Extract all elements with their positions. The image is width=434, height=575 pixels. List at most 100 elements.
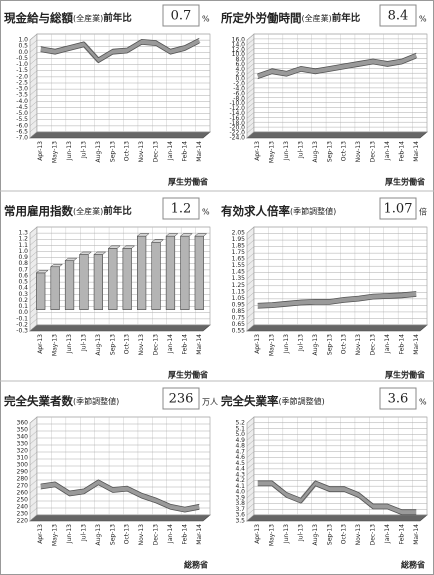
bar-top: [78, 251, 92, 255]
line-edge: [257, 57, 417, 80]
x-tick-label: Apr-13: [37, 524, 44, 544]
grid-line: [29, 479, 210, 487]
grid-line: [246, 246, 427, 253]
side-wall: [246, 226, 255, 332]
grid-line: [246, 121, 427, 129]
unit: 万人: [202, 398, 218, 407]
line-edge: [40, 42, 200, 64]
y-tick-label: 0.0: [18, 309, 28, 316]
x-tick-label: Jul-13: [80, 141, 87, 159]
grid-line: [246, 422, 427, 429]
y-tick-label: 290: [17, 469, 29, 476]
x-tick-label: Jul-13: [80, 524, 87, 542]
grid-line: [246, 252, 427, 260]
bar-top: [165, 233, 179, 237]
x-tick-label: Jan-14: [384, 524, 391, 544]
grid-line: [29, 226, 210, 234]
source: 厚生労働省: [385, 370, 425, 380]
title-suffix: 前年比: [103, 205, 132, 217]
grid-line: [29, 444, 210, 452]
grid-line: [246, 92, 427, 99]
line-ribbon: [40, 38, 201, 63]
grid-line: [246, 97, 427, 104]
x-tick-label: Oct-13: [124, 141, 131, 161]
grid-line: [29, 95, 210, 102]
grid-line: [246, 68, 427, 75]
grid-line: [246, 468, 427, 476]
value-box: [379, 197, 417, 220]
y-tick-label: -2.5: [16, 79, 28, 86]
chart-title: 完全失業者数(季節調整値): [4, 394, 119, 408]
y-tick-label: 260: [17, 490, 29, 497]
y-tick-label: -2.0: [16, 73, 28, 80]
y-tick-label: -16.0: [229, 115, 245, 122]
bar-top: [93, 251, 107, 255]
grid-line: [29, 88, 210, 96]
bar: [36, 272, 46, 310]
y-tick-label: 10.0: [232, 51, 246, 58]
x-tick-label: Sep-13: [109, 334, 116, 355]
chart-title: 有効求人倍率(季節調整値): [221, 204, 336, 218]
bar-top: [50, 264, 64, 267]
y-tick-label: 270: [17, 483, 29, 490]
y-tick-label: -4.5: [16, 104, 28, 111]
y-tick-label: 220: [17, 518, 29, 525]
grid-line: [246, 126, 427, 134]
x-tick-label: May-13: [52, 334, 59, 356]
grid-line: [246, 508, 427, 516]
y-tick-label: 330: [17, 441, 29, 448]
grid-line: [246, 226, 427, 234]
bar-top: [151, 239, 165, 243]
y-tick-label: 0.3: [18, 291, 28, 298]
grid-line: [246, 428, 427, 435]
floor: [29, 324, 211, 332]
value-box: [379, 4, 417, 27]
y-tick-label: 0.55: [232, 328, 246, 335]
unit: %: [419, 398, 427, 407]
chart-title: 所定外労働時間(全産業)前年比: [221, 11, 361, 25]
x-tick-label: Mar-14: [413, 334, 420, 355]
x-tick-label: Jun-13: [283, 141, 290, 161]
x-tick-label: Aug-13: [312, 141, 319, 163]
grid-line: [29, 486, 210, 494]
y-tick-label: 3.7: [235, 506, 245, 513]
grid-line: [246, 33, 427, 41]
source: 厚生労働省: [385, 177, 425, 187]
grid-line: [29, 119, 210, 126]
line-edge: [40, 37, 200, 59]
y-tick-label: 3.5: [235, 518, 245, 525]
y-tick-label: 1.2: [18, 236, 28, 243]
y-tick-label: 4.5: [235, 460, 245, 467]
grid-line: [29, 416, 210, 424]
grid-line: [246, 131, 427, 139]
y-tick-label: -10.0: [229, 100, 245, 107]
title-note: (全産業): [73, 13, 103, 23]
x-tick-label: Oct-13: [341, 334, 348, 354]
y-tick-label: 0.7: [18, 266, 28, 273]
title-note: (季節調整値): [73, 396, 119, 406]
grid-line: [29, 64, 210, 71]
x-tick-label: Apr-13: [254, 524, 261, 544]
y-tick-label: 5.1: [235, 425, 245, 432]
bar-top: [122, 245, 136, 249]
grid-line: [29, 430, 210, 438]
y-tick-label: 1.05: [232, 295, 246, 302]
y-tick-label: 0.9: [18, 254, 28, 261]
grid-line: [29, 451, 210, 459]
y-tick-label: 310: [17, 455, 29, 462]
line-edge: [257, 291, 417, 304]
y-tick-label: 0.8: [18, 260, 28, 267]
x-tick-label: Mar-14: [196, 334, 203, 355]
bar-top: [194, 233, 208, 237]
grid-line: [29, 58, 210, 65]
y-tick-label: 0.4: [18, 285, 28, 292]
grid-line: [29, 312, 210, 319]
x-tick-label: Aug-13: [312, 334, 319, 356]
x-tick-label: Sep-13: [109, 141, 116, 162]
bar-top: [136, 233, 150, 237]
y-tick-label: 240: [17, 504, 29, 511]
line-edge: [257, 296, 417, 309]
y-tick-label: 1.55: [232, 262, 246, 269]
x-tick-label: Feb-14: [398, 334, 405, 355]
title-note: (季節調整値): [279, 396, 325, 406]
